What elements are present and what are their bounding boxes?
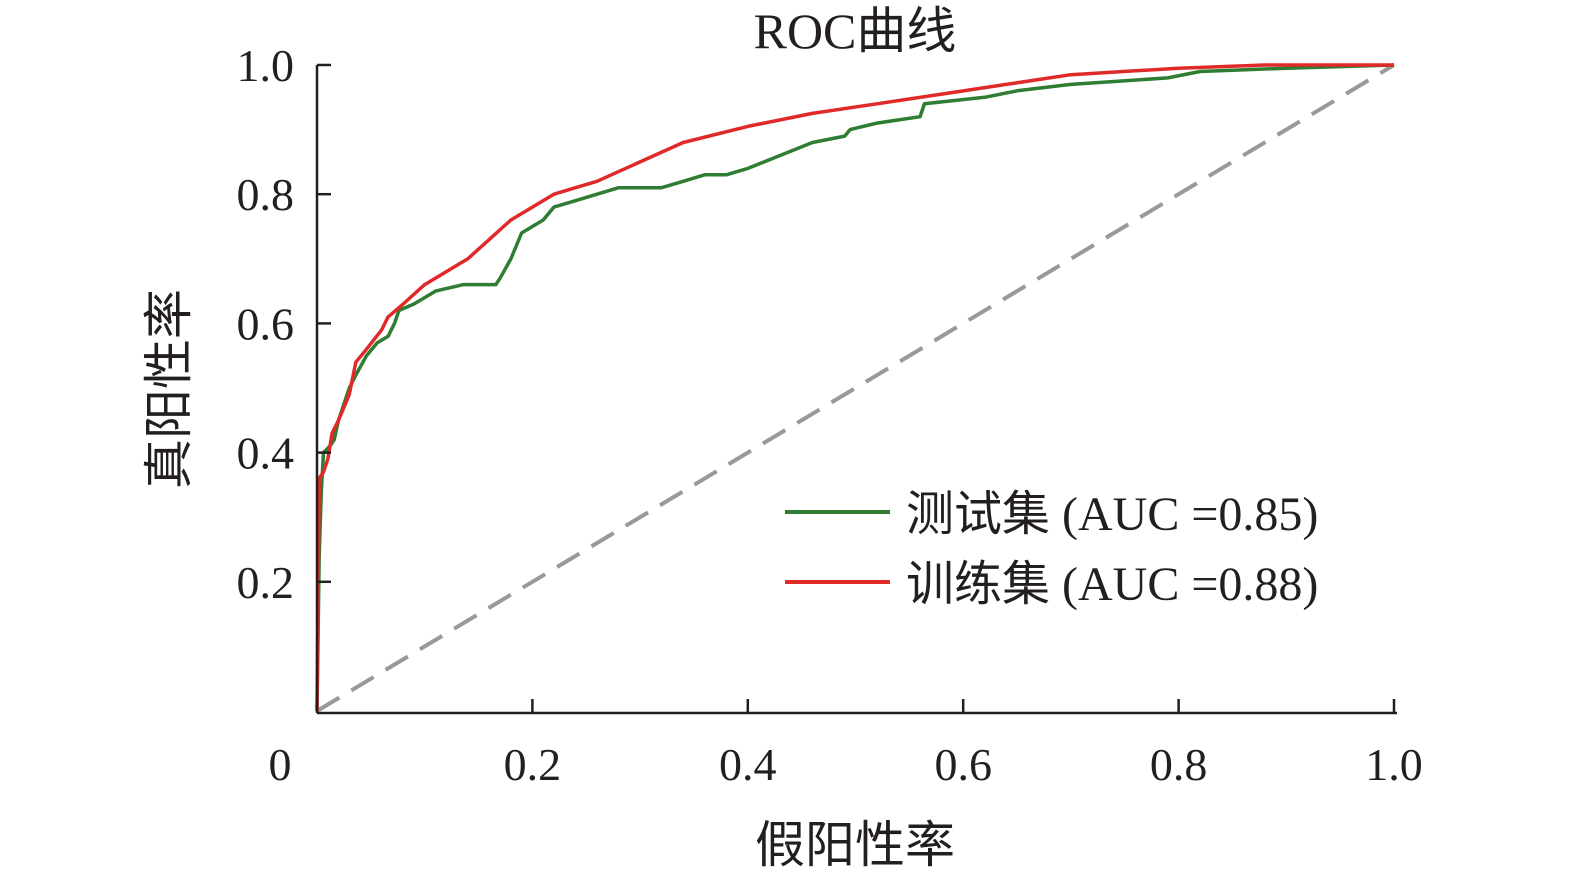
- x-tick-label: 0.8: [1150, 739, 1208, 790]
- y-tick-label: 0.4: [237, 428, 295, 479]
- plot-lines: [315, 63, 1396, 713]
- chart-title: ROC曲线: [754, 3, 957, 59]
- x-axis-title: 假阳性率: [755, 817, 955, 873]
- x-tick-label: 0.2: [504, 739, 562, 790]
- y-ticks: 0.2 0.4 0.6 0.8 1.0: [237, 40, 331, 608]
- legend-label-test: 测试集 (AUC =0.85): [906, 488, 1318, 541]
- y-tick-label: 0.8: [237, 169, 295, 220]
- series-line-0: [315, 63, 1395, 712]
- reference-diagonal-line: [315, 63, 1396, 713]
- legend-label-train: 训练集 (AUC =0.88): [906, 558, 1318, 611]
- series-line-1: [315, 63, 1394, 712]
- axes: [315, 65, 1397, 715]
- x-ticks: 0 0.2 0.4 0.6 0.8 1.0: [269, 699, 1423, 790]
- y-tick-label: 1.0: [237, 40, 295, 91]
- y-tick-label: 0.2: [237, 557, 295, 608]
- y-axis-title: 真阳性率: [141, 289, 197, 489]
- x-tick-label: 0.6: [934, 739, 992, 790]
- x-tick-label: 1.0: [1365, 739, 1423, 790]
- x-tick-label: 0.4: [719, 739, 777, 790]
- y-tick-label: 0.6: [237, 298, 295, 349]
- legend: 测试集 (AUC =0.85) 训练集 (AUC =0.88): [785, 488, 1318, 611]
- x-tick-label: 0: [269, 739, 292, 790]
